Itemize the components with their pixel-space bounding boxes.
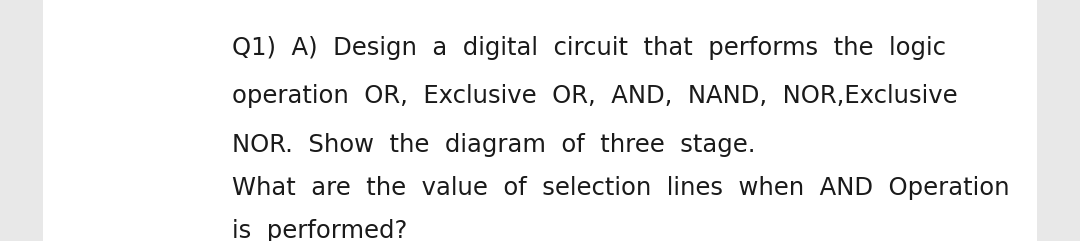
Text: What  are  the  value  of  selection  lines  when  AND  Operation: What are the value of selection lines wh… bbox=[232, 176, 1010, 200]
Text: NOR.  Show  the  diagram  of  three  stage.: NOR. Show the diagram of three stage. bbox=[232, 133, 756, 157]
Text: is  performed?: is performed? bbox=[232, 219, 407, 241]
Text: operation  OR,  Exclusive  OR,  AND,  NAND,  NOR,Exclusive: operation OR, Exclusive OR, AND, NAND, N… bbox=[232, 84, 958, 108]
Text: Q1)  A)  Design  a  digital  circuit  that  performs  the  logic: Q1) A) Design a digital circuit that per… bbox=[232, 36, 946, 60]
FancyBboxPatch shape bbox=[43, 0, 1037, 241]
